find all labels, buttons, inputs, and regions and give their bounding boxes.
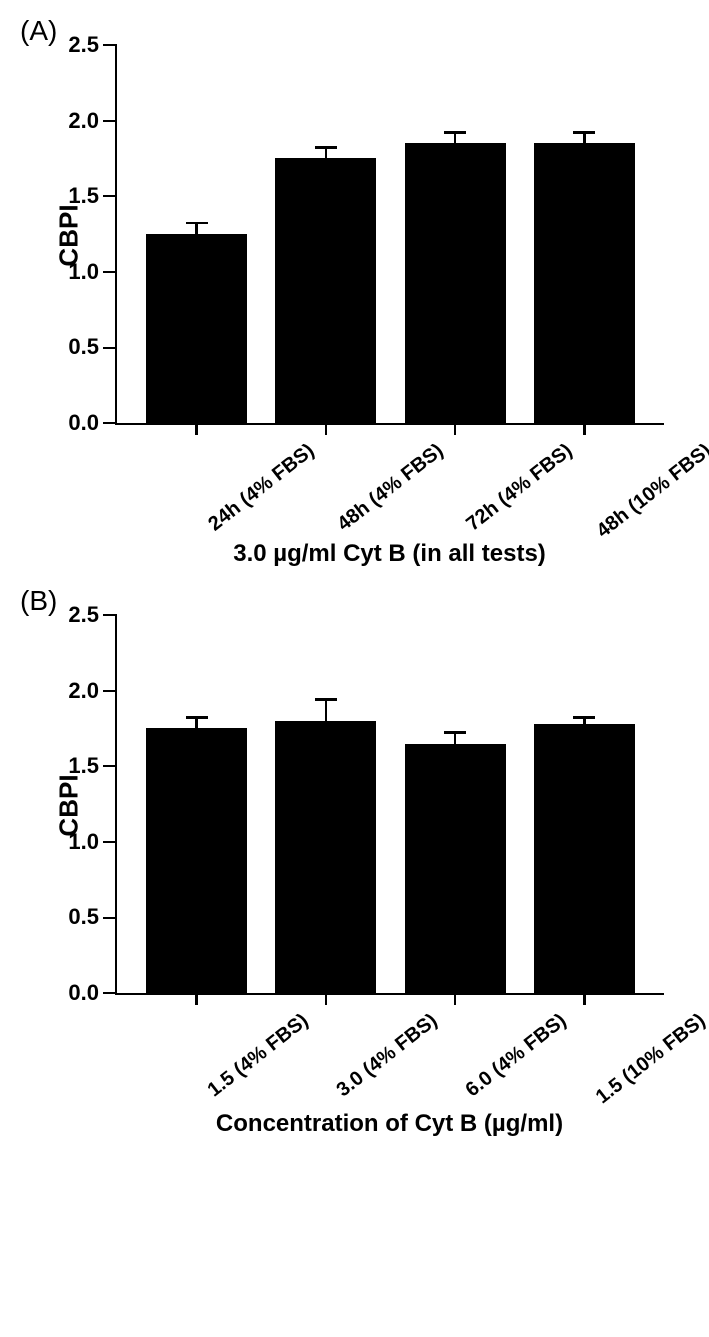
- error-cap: [186, 716, 208, 719]
- error-cap: [573, 716, 595, 719]
- panel-a-plot: 24h (4% FBS)48h (4% FBS)72h (4% FBS)48h …: [115, 45, 664, 425]
- bar-slot: 6.0 (4% FBS): [391, 615, 520, 993]
- xtick: [583, 993, 586, 1005]
- panel-b-bars: 1.5 (4% FBS)3.0 (4% FBS)6.0 (4% FBS)1.5 …: [117, 615, 664, 993]
- ytick: [103, 44, 117, 46]
- xtick: [195, 993, 198, 1005]
- error-bar: [583, 133, 586, 144]
- xtick-label: 24h (4% FBS): [204, 439, 319, 536]
- bar: [534, 143, 635, 423]
- ytick-label: 2.5: [68, 32, 99, 58]
- bar-slot: 3.0 (4% FBS): [261, 615, 390, 993]
- bar: [405, 143, 506, 423]
- xtick: [325, 993, 328, 1005]
- ytick: [103, 765, 117, 767]
- bar: [534, 724, 635, 993]
- xtick-label: 1.5 (10% FBS): [592, 1009, 709, 1109]
- xtick-label: 72h (4% FBS): [462, 439, 577, 536]
- ytick-label: 1.0: [68, 829, 99, 855]
- error-bar: [454, 133, 457, 144]
- ytick: [103, 271, 117, 273]
- bar-slot: 48h (10% FBS): [520, 45, 649, 423]
- bar: [146, 234, 247, 423]
- ytick-label: 1.5: [68, 753, 99, 779]
- error-cap: [186, 222, 208, 225]
- ytick-label: 1.0: [68, 259, 99, 285]
- ytick-label: 2.0: [68, 678, 99, 704]
- bar-slot: 1.5 (10% FBS): [520, 615, 649, 993]
- ytick: [103, 614, 117, 616]
- ytick: [103, 422, 117, 424]
- ytick: [103, 841, 117, 843]
- panel-a-ylabel: CBPI: [38, 45, 100, 425]
- xtick-label: 6.0 (4% FBS): [462, 1009, 572, 1102]
- ytick-label: 2.5: [68, 602, 99, 628]
- bar: [275, 721, 376, 993]
- ytick-label: 1.5: [68, 183, 99, 209]
- ytick-label: 0.5: [68, 334, 99, 360]
- ytick: [103, 917, 117, 919]
- bar: [275, 158, 376, 423]
- error-bar: [325, 148, 328, 159]
- xtick: [195, 423, 198, 435]
- xtick-label: 48h (4% FBS): [333, 439, 448, 536]
- ytick-label: 0.0: [68, 410, 99, 436]
- ytick: [103, 195, 117, 197]
- xtick: [325, 423, 328, 435]
- xtick: [454, 993, 457, 1005]
- error-bar: [325, 700, 328, 721]
- error-cap: [444, 731, 466, 734]
- error-bar: [195, 223, 198, 234]
- figure: (A) CBPI 24h (4% FBS)48h (4% FBS)72h (4%…: [20, 20, 689, 1130]
- ytick-label: 0.0: [68, 980, 99, 1006]
- error-cap: [444, 131, 466, 134]
- xtick-label: 3.0 (4% FBS): [332, 1009, 442, 1102]
- bar: [146, 728, 247, 993]
- ytick-label: 0.5: [68, 904, 99, 930]
- xtick-label: 1.5 (4% FBS): [203, 1009, 313, 1102]
- bar-slot: 1.5 (4% FBS): [132, 615, 261, 993]
- bar-slot: 72h (4% FBS): [391, 45, 520, 423]
- panel-b-xlabel: Concentration of Cyt B (µg/ml): [115, 1110, 664, 1138]
- panel-a: (A) CBPI 24h (4% FBS)48h (4% FBS)72h (4%…: [20, 20, 689, 560]
- error-bar: [195, 718, 198, 729]
- panel-b-plot: 1.5 (4% FBS)3.0 (4% FBS)6.0 (4% FBS)1.5 …: [115, 615, 664, 995]
- error-cap: [315, 698, 337, 701]
- ytick-label: 2.0: [68, 108, 99, 134]
- error-bar: [454, 733, 457, 744]
- ytick: [103, 690, 117, 692]
- error-cap: [573, 131, 595, 134]
- bar-slot: 48h (4% FBS): [261, 45, 390, 423]
- ytick: [103, 120, 117, 122]
- panel-a-bars: 24h (4% FBS)48h (4% FBS)72h (4% FBS)48h …: [117, 45, 664, 423]
- panel-b: (B) CBPI 1.5 (4% FBS)3.0 (4% FBS)6.0 (4%…: [20, 590, 689, 1130]
- xtick: [583, 423, 586, 435]
- error-cap: [315, 146, 337, 149]
- panel-b-ylabel: CBPI: [38, 615, 100, 995]
- panel-a-xlabel: 3.0 µg/ml Cyt B (in all tests): [115, 540, 664, 568]
- bar-slot: 24h (4% FBS): [132, 45, 261, 423]
- panel-a-chart: CBPI 24h (4% FBS)48h (4% FBS)72h (4% FBS…: [20, 20, 689, 560]
- bar: [405, 744, 506, 993]
- xtick: [454, 423, 457, 435]
- ytick: [103, 992, 117, 994]
- panel-b-chart: CBPI 1.5 (4% FBS)3.0 (4% FBS)6.0 (4% FBS…: [20, 590, 689, 1130]
- xtick-label: 48h (10% FBS): [593, 439, 709, 543]
- ytick: [103, 347, 117, 349]
